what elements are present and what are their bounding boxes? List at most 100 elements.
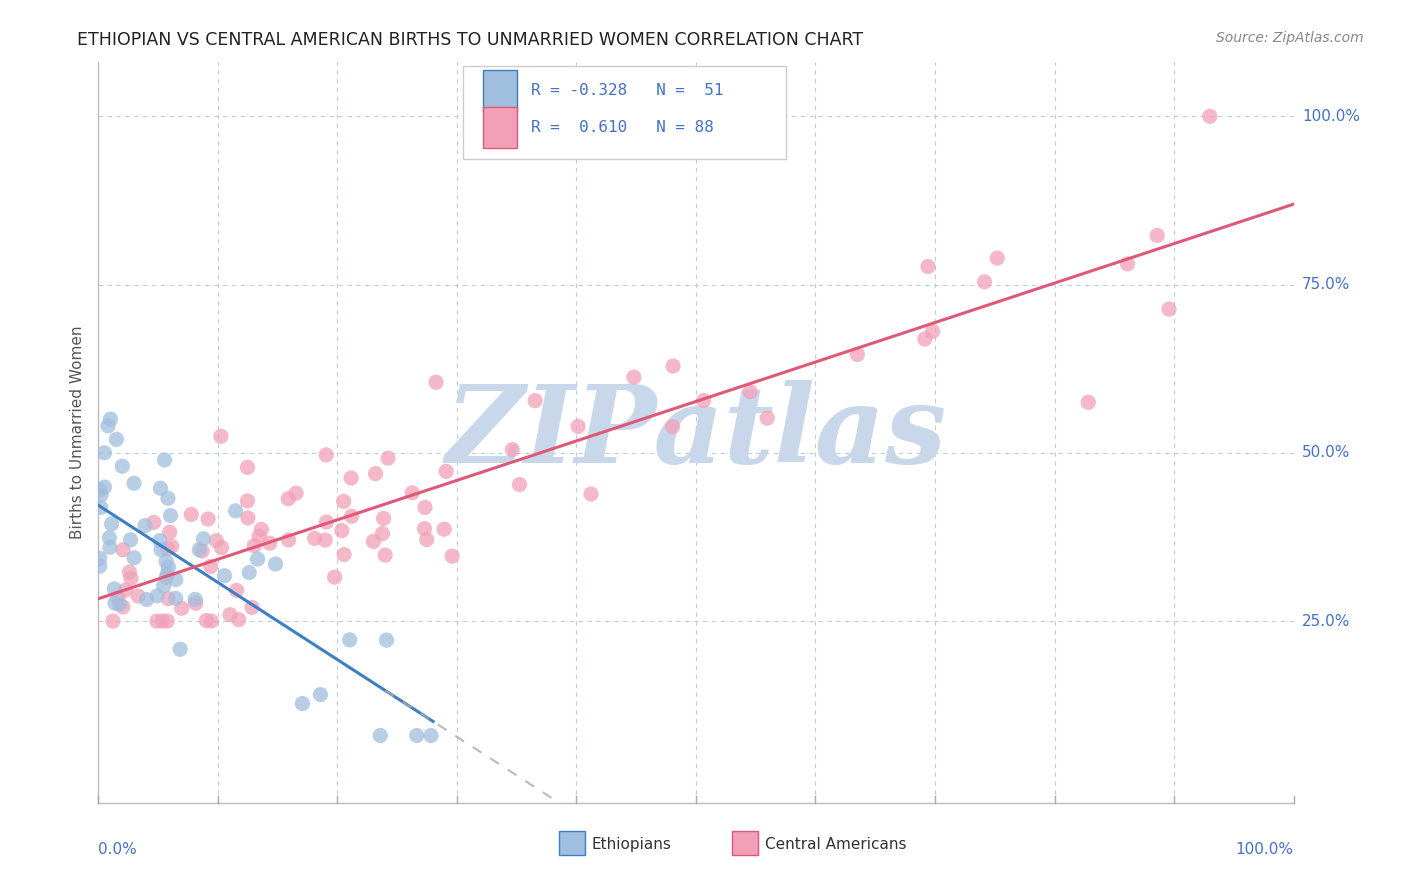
Point bbox=[165, 573, 187, 587]
FancyBboxPatch shape bbox=[484, 107, 517, 147]
Point bbox=[371, 526, 394, 541]
Point bbox=[986, 251, 1008, 265]
Point bbox=[156, 541, 179, 556]
Point bbox=[195, 614, 218, 628]
Point bbox=[108, 597, 131, 611]
Point bbox=[374, 548, 396, 562]
Point bbox=[240, 600, 263, 615]
Text: Ethiopians: Ethiopians bbox=[592, 837, 672, 852]
Point bbox=[291, 697, 314, 711]
Point bbox=[149, 481, 172, 495]
Point bbox=[567, 419, 589, 434]
Point bbox=[323, 570, 346, 584]
Point bbox=[1157, 301, 1180, 316]
Text: ZIPatlas: ZIPatlas bbox=[446, 380, 946, 485]
Text: 50.0%: 50.0% bbox=[1302, 445, 1350, 460]
Point bbox=[623, 370, 645, 384]
Point bbox=[364, 467, 387, 481]
Point bbox=[314, 533, 336, 547]
Point bbox=[250, 523, 273, 537]
Point bbox=[413, 500, 436, 515]
Point bbox=[193, 532, 215, 546]
Point bbox=[214, 568, 236, 582]
Point bbox=[157, 560, 180, 574]
Point bbox=[1199, 109, 1222, 123]
Point bbox=[225, 583, 247, 598]
Point bbox=[152, 579, 174, 593]
Point bbox=[122, 550, 145, 565]
Point bbox=[236, 511, 259, 525]
Point bbox=[188, 542, 211, 557]
Point bbox=[579, 487, 602, 501]
Point bbox=[157, 591, 180, 606]
Point bbox=[205, 533, 228, 548]
Point bbox=[209, 429, 232, 443]
Point bbox=[89, 551, 111, 566]
Point bbox=[146, 614, 169, 628]
Point bbox=[89, 559, 111, 574]
Point bbox=[127, 589, 149, 603]
Point bbox=[111, 542, 134, 557]
Point bbox=[170, 601, 193, 615]
Point bbox=[156, 491, 179, 506]
Point bbox=[1077, 395, 1099, 409]
Text: 0.0%: 0.0% bbox=[98, 842, 138, 856]
Point bbox=[107, 591, 129, 605]
Point bbox=[405, 729, 427, 743]
Text: 100.0%: 100.0% bbox=[1236, 842, 1294, 856]
Point bbox=[340, 509, 363, 524]
Point bbox=[415, 533, 437, 547]
Point bbox=[165, 591, 187, 606]
Point bbox=[225, 504, 247, 518]
Point bbox=[142, 516, 165, 530]
Text: Source: ZipAtlas.com: Source: ZipAtlas.com bbox=[1216, 31, 1364, 45]
Point bbox=[200, 614, 222, 628]
Point bbox=[134, 518, 156, 533]
Point bbox=[152, 614, 174, 628]
Y-axis label: Births to Unmarried Women: Births to Unmarried Women bbox=[69, 326, 84, 540]
Point bbox=[375, 633, 398, 648]
Point bbox=[246, 552, 269, 566]
Point bbox=[368, 729, 391, 743]
Point bbox=[156, 614, 179, 628]
Point bbox=[111, 459, 134, 474]
FancyBboxPatch shape bbox=[733, 831, 758, 855]
Text: 25.0%: 25.0% bbox=[1302, 614, 1350, 629]
Point bbox=[330, 524, 353, 538]
Point bbox=[363, 534, 385, 549]
Point bbox=[153, 453, 176, 467]
Point bbox=[111, 599, 134, 614]
Point bbox=[425, 376, 447, 390]
Point bbox=[184, 592, 207, 607]
Point bbox=[120, 571, 142, 585]
Point bbox=[149, 533, 172, 548]
Point bbox=[197, 512, 219, 526]
Point bbox=[413, 522, 436, 536]
Point bbox=[180, 508, 202, 522]
Point bbox=[105, 433, 128, 447]
Point bbox=[524, 393, 547, 408]
Point bbox=[159, 508, 181, 523]
Point bbox=[155, 570, 177, 584]
Point bbox=[135, 592, 157, 607]
Point bbox=[93, 446, 115, 460]
Point bbox=[973, 275, 995, 289]
Point bbox=[236, 494, 259, 508]
FancyBboxPatch shape bbox=[463, 66, 786, 159]
Point bbox=[309, 688, 332, 702]
Point bbox=[373, 511, 395, 525]
Point bbox=[304, 532, 326, 546]
Point bbox=[264, 557, 287, 571]
Point bbox=[917, 260, 939, 274]
Point bbox=[200, 559, 222, 574]
Point bbox=[93, 480, 115, 494]
Point bbox=[661, 419, 683, 434]
Point bbox=[756, 411, 779, 425]
Point bbox=[146, 589, 169, 603]
Point bbox=[339, 632, 361, 647]
Point bbox=[846, 347, 869, 361]
Point bbox=[159, 525, 181, 540]
Point bbox=[184, 596, 207, 610]
Point bbox=[169, 642, 191, 657]
Point bbox=[1116, 257, 1139, 271]
